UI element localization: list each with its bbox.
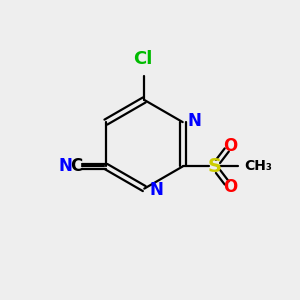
Text: N: N: [59, 158, 73, 175]
Text: O: O: [223, 178, 237, 196]
Text: CH₃: CH₃: [244, 160, 272, 173]
Text: N: N: [188, 112, 202, 130]
Text: Cl: Cl: [133, 50, 152, 68]
Text: O: O: [223, 137, 237, 155]
Text: N: N: [149, 181, 163, 199]
Text: S: S: [207, 157, 221, 176]
Text: C: C: [70, 158, 83, 175]
